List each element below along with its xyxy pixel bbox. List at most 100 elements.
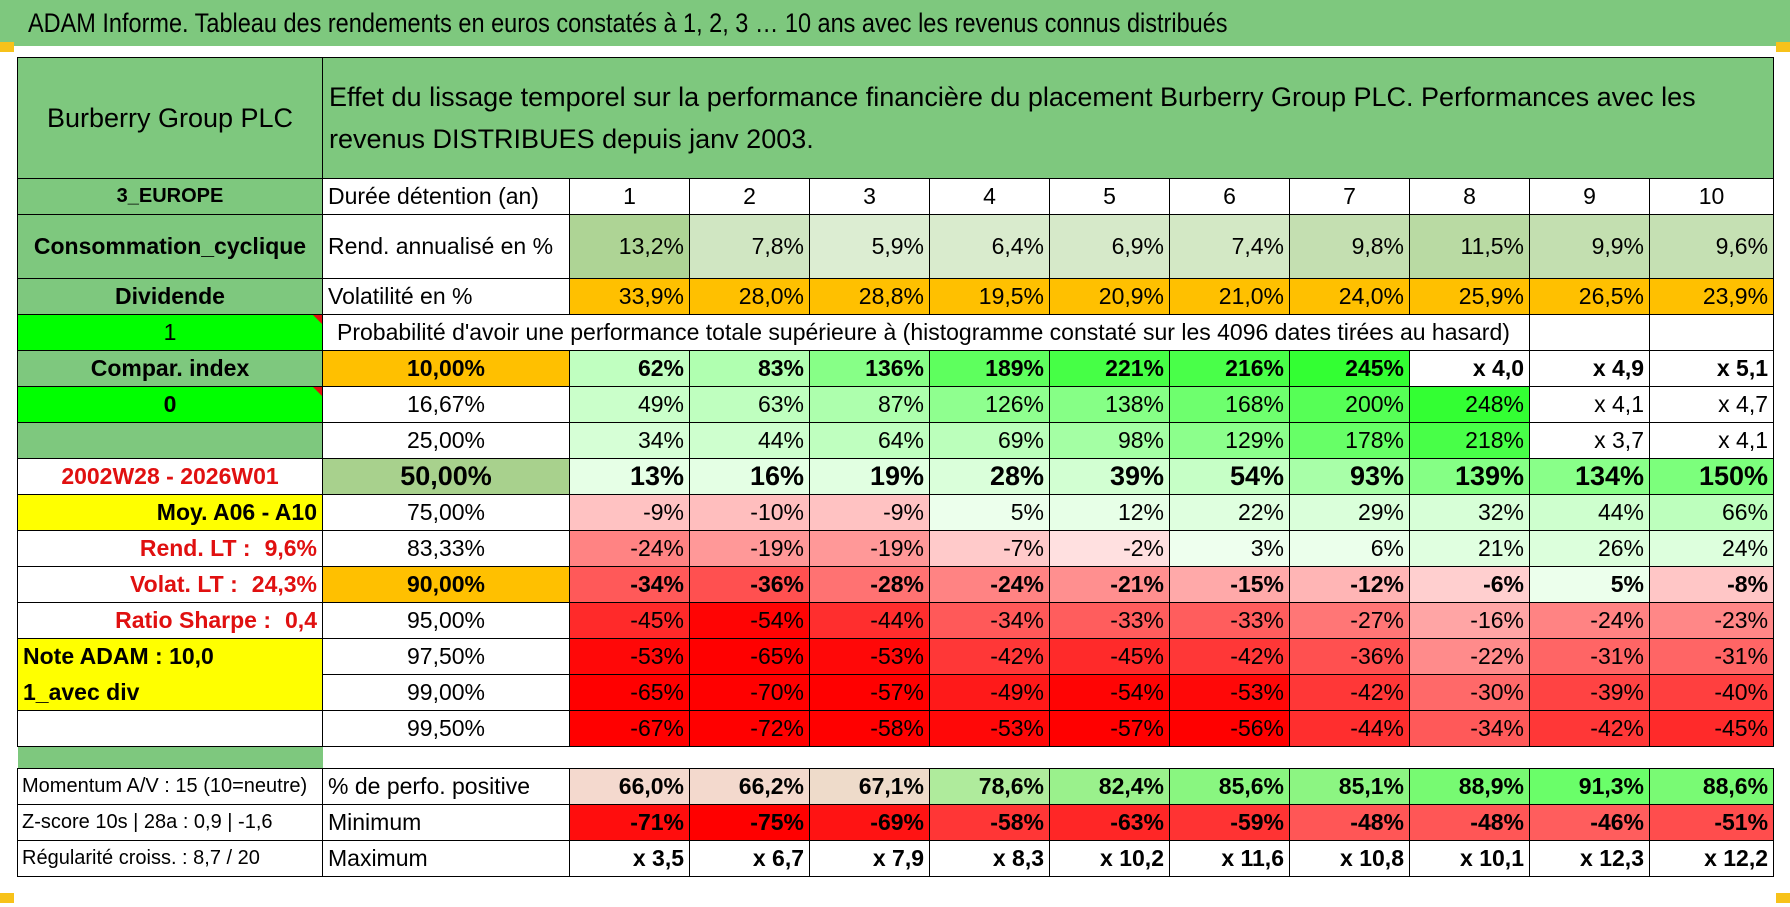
rend-cell: 11,5%: [1409, 214, 1530, 279]
rend-cell: 9,8%: [1289, 214, 1410, 279]
quantile-cell: 6%: [1289, 530, 1410, 567]
spacer-green: [17, 746, 323, 769]
report-title: ADAM Informe. Tableau des rendements en …: [28, 8, 1228, 38]
vol-cell: 28,0%: [689, 278, 810, 315]
quantile-cell: -53%: [929, 710, 1050, 747]
minimum-cell: -75%: [689, 804, 810, 841]
vol-cell: 20,9%: [1049, 278, 1170, 315]
quantile-cell: x 4,9: [1529, 350, 1650, 387]
quantile-cell: -16%: [1409, 602, 1530, 639]
quantile-cell: 3%: [1169, 530, 1290, 567]
quantile-cell: 34%: [569, 422, 690, 459]
quantile-cell: 22%: [1169, 494, 1290, 531]
quantile-cell: 129%: [1169, 422, 1290, 459]
quantile-cell: -44%: [1289, 710, 1410, 747]
quantile-cell: -36%: [689, 566, 810, 603]
corner-marker: [1776, 42, 1790, 52]
quantile-cell: -15%: [1169, 566, 1290, 603]
duration-header: 4: [929, 178, 1050, 215]
quantile-label: 95,00%: [322, 602, 570, 639]
positive-cell: 91,3%: [1529, 768, 1650, 805]
quantile-cell: -19%: [809, 530, 930, 567]
quantile-cell: -33%: [1049, 602, 1170, 639]
flag-1-cell[interactable]: 1: [17, 314, 323, 351]
moy-label: Moy. A06 - A10: [17, 494, 323, 531]
quantile-cell: -33%: [1169, 602, 1290, 639]
quantile-cell: -45%: [1648, 710, 1775, 747]
quantile-cell: -31%: [1529, 638, 1650, 675]
sharpe-ratio-label: Ratio Sharpe :: [115, 607, 272, 633]
rend-cell: 13,2%: [569, 214, 690, 279]
minimum-label: Minimum: [322, 804, 570, 841]
quantile-cell: 62%: [569, 350, 690, 387]
quantile-cell: -49%: [929, 674, 1050, 711]
quantile-cell: -45%: [1049, 638, 1170, 675]
asset-name: Burberry Group PLC: [17, 57, 323, 179]
vol-cell: 21,0%: [1169, 278, 1290, 315]
quantile-cell: 87%: [809, 386, 930, 423]
quantile-label: 99,50%: [322, 710, 570, 747]
maximum-cell: x 3,5: [569, 840, 690, 877]
rend-cell: 9,9%: [1529, 214, 1650, 279]
quantile-cell: 168%: [1169, 386, 1290, 423]
quantile-cell: -58%: [809, 710, 930, 747]
period-label: 2002W28 - 2026W01: [17, 458, 323, 495]
vol-cell: 33,9%: [569, 278, 690, 315]
rend-lt: Rend. LT : 9,6%: [17, 530, 323, 567]
vol-cell: 25,9%: [1409, 278, 1530, 315]
type-label: Dividende: [17, 278, 323, 315]
quantile-cell: -57%: [809, 674, 930, 711]
spacer: [323, 747, 1774, 769]
quantile-cell: 83%: [689, 350, 810, 387]
corner-marker: [1776, 893, 1790, 903]
compar-index-label: Compar. index: [17, 350, 323, 387]
volat-lt: Volat. LT : 24,3%: [17, 566, 323, 603]
quantile-cell: x 4,1: [1648, 422, 1775, 459]
quantile-cell: 216%: [1169, 350, 1290, 387]
quantile-cell: -24%: [1529, 602, 1650, 639]
quantile-cell: 16%: [689, 458, 810, 495]
quantile-cell: 5%: [929, 494, 1050, 531]
quantile-cell: 134%: [1529, 458, 1650, 495]
duration-header: 6: [1169, 178, 1290, 215]
minimum-cell: -51%: [1648, 804, 1775, 841]
quantile-label: 75,00%: [322, 494, 570, 531]
quantile-cell: -30%: [1409, 674, 1530, 711]
flag-0-cell[interactable]: 0: [17, 386, 323, 423]
rend-cell: 6,9%: [1049, 214, 1170, 279]
sector-label: Consommation_cyclique: [17, 214, 323, 279]
quantile-cell: -27%: [1289, 602, 1410, 639]
minimum-cell: -46%: [1529, 804, 1650, 841]
quantile-cell: -70%: [689, 674, 810, 711]
rend-cell: 6,4%: [929, 214, 1050, 279]
quantile-cell: x 4,0: [1409, 350, 1530, 387]
quantile-cell: 24%: [1648, 530, 1775, 567]
quantile-cell: -42%: [1169, 638, 1290, 675]
quantile-cell: -10%: [689, 494, 810, 531]
vol-cell: 24,0%: [1289, 278, 1410, 315]
quantile-cell: -53%: [809, 638, 930, 675]
quantile-cell: 200%: [1289, 386, 1410, 423]
corner-marker: [0, 893, 14, 903]
quantile-cell: -54%: [689, 602, 810, 639]
vol-label: Volatilité en %: [322, 278, 570, 315]
quantile-cell: -21%: [1049, 566, 1170, 603]
quantile-cell: 32%: [1409, 494, 1530, 531]
sharpe-ratio: Ratio Sharpe : 0,4: [17, 602, 323, 639]
quantile-cell: 12%: [1049, 494, 1170, 531]
quantile-label: 97,50%: [322, 638, 570, 675]
sidebar-empty-green: [17, 422, 323, 459]
quantile-cell: 178%: [1289, 422, 1410, 459]
quantile-cell: -54%: [1049, 674, 1170, 711]
quantile-cell: -24%: [569, 530, 690, 567]
quantile-cell: -12%: [1289, 566, 1410, 603]
quantile-label: 50,00%: [322, 458, 570, 495]
positive-cell: 66,0%: [569, 768, 690, 805]
momentum-label: Momentum A/V : 15 (10=neutre): [17, 768, 323, 805]
quantile-cell: 66%: [1648, 494, 1775, 531]
minimum-cell: -58%: [929, 804, 1050, 841]
quantile-cell: -42%: [929, 638, 1050, 675]
maximum-cell: x 7,9: [809, 840, 930, 877]
duration-header: 8: [1409, 178, 1530, 215]
positive-cell: 88,6%: [1648, 768, 1775, 805]
